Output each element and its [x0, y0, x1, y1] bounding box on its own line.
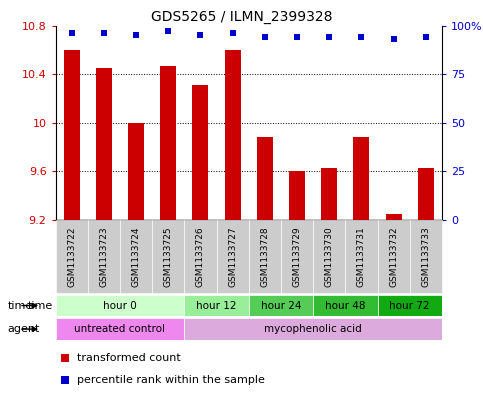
- Bar: [378, 295, 442, 316]
- Bar: [120, 220, 152, 293]
- Text: GSM1133729: GSM1133729: [293, 226, 301, 287]
- Point: [326, 34, 333, 40]
- Bar: [192, 85, 209, 220]
- Text: hour 72: hour 72: [389, 301, 430, 310]
- Bar: [354, 138, 369, 220]
- Text: GSM1133731: GSM1133731: [357, 226, 366, 287]
- Bar: [56, 295, 185, 316]
- Text: untreated control: untreated control: [74, 324, 166, 334]
- Point: [357, 34, 365, 40]
- Bar: [289, 171, 305, 220]
- Text: agent: agent: [7, 324, 40, 334]
- Text: mycophenolic acid: mycophenolic acid: [264, 324, 362, 334]
- Bar: [410, 220, 442, 293]
- Point: [390, 36, 398, 42]
- Text: GSM1133733: GSM1133733: [421, 226, 430, 287]
- Text: GSM1133725: GSM1133725: [164, 226, 173, 287]
- Bar: [56, 318, 185, 340]
- Text: GSM1133726: GSM1133726: [196, 226, 205, 287]
- Text: time: time: [28, 301, 53, 310]
- Bar: [185, 318, 442, 340]
- Bar: [56, 220, 88, 293]
- Bar: [281, 220, 313, 293]
- Point: [422, 34, 430, 40]
- Point: [100, 30, 108, 37]
- Text: GSM1133724: GSM1133724: [131, 226, 141, 286]
- Bar: [418, 168, 434, 220]
- Text: transformed count: transformed count: [77, 353, 181, 363]
- Bar: [313, 295, 378, 316]
- Point: [293, 34, 301, 40]
- Bar: [345, 220, 378, 293]
- Text: GSM1133722: GSM1133722: [67, 226, 76, 286]
- Bar: [385, 214, 402, 220]
- Bar: [96, 68, 112, 220]
- Point: [132, 32, 140, 39]
- Text: hour 0: hour 0: [103, 301, 137, 310]
- Bar: [185, 220, 216, 293]
- Bar: [128, 123, 144, 220]
- Point: [261, 34, 269, 40]
- Point: [164, 28, 172, 35]
- Text: GSM1133732: GSM1133732: [389, 226, 398, 287]
- Bar: [185, 295, 249, 316]
- Bar: [88, 220, 120, 293]
- Point: [68, 30, 75, 37]
- Bar: [257, 138, 273, 220]
- Text: hour 48: hour 48: [325, 301, 366, 310]
- Text: time: time: [7, 301, 32, 310]
- Text: GSM1133727: GSM1133727: [228, 226, 237, 287]
- Point: [229, 30, 237, 37]
- Text: hour 12: hour 12: [196, 301, 237, 310]
- Point: [197, 32, 204, 39]
- Text: GDS5265 / ILMN_2399328: GDS5265 / ILMN_2399328: [151, 10, 332, 24]
- Bar: [249, 220, 281, 293]
- Bar: [216, 220, 249, 293]
- Bar: [249, 295, 313, 316]
- Text: hour 24: hour 24: [261, 301, 301, 310]
- Bar: [321, 168, 337, 220]
- Bar: [313, 220, 345, 293]
- Bar: [225, 50, 241, 220]
- Text: GSM1133723: GSM1133723: [99, 226, 108, 287]
- Text: GSM1133730: GSM1133730: [325, 226, 334, 287]
- Bar: [160, 66, 176, 220]
- Text: GSM1133728: GSM1133728: [260, 226, 270, 287]
- Text: percentile rank within the sample: percentile rank within the sample: [77, 375, 265, 385]
- Bar: [152, 220, 185, 293]
- Bar: [64, 50, 80, 220]
- Bar: [378, 220, 410, 293]
- Point: [61, 355, 69, 361]
- Point: [61, 376, 69, 383]
